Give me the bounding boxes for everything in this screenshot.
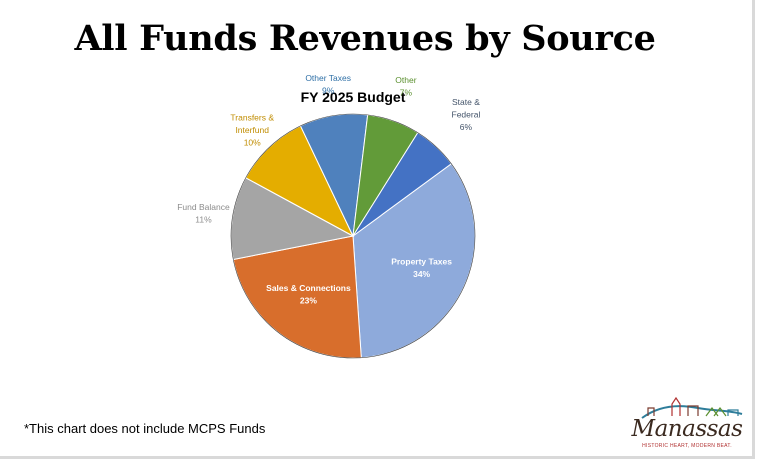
chart-title: FY 2025 Budget <box>301 89 406 105</box>
logo-tagline: HISTORIC HEART, MODERN BEAT. <box>642 443 732 449</box>
slice-label-other-taxes: Other Taxes 9% <box>305 73 351 96</box>
footnote: *This chart does not include MCPS Funds <box>24 421 266 436</box>
logo-wordmark: Manassas <box>631 416 743 442</box>
slice-label-sales-connections: Sales & Connections 23% <box>266 283 351 306</box>
slide-title: All Funds Revenues by Source <box>74 18 656 59</box>
slice-label-transfers-interfund: Transfers & Interfund 10% <box>230 112 274 147</box>
slice-label-property-taxes: Property Taxes 34% <box>391 257 452 280</box>
slice-label-state-federal: State & Federal 6% <box>452 97 481 132</box>
logo-skyline-icon <box>641 396 743 419</box>
slice-label-fund-balance: Fund Balance 11% <box>177 202 230 225</box>
slice-label-other: Other 7% <box>395 75 416 98</box>
pie-outline <box>230 113 476 359</box>
manassas-logo: Manassas HISTORIC HEART, MODERN BEAT. <box>628 392 746 452</box>
